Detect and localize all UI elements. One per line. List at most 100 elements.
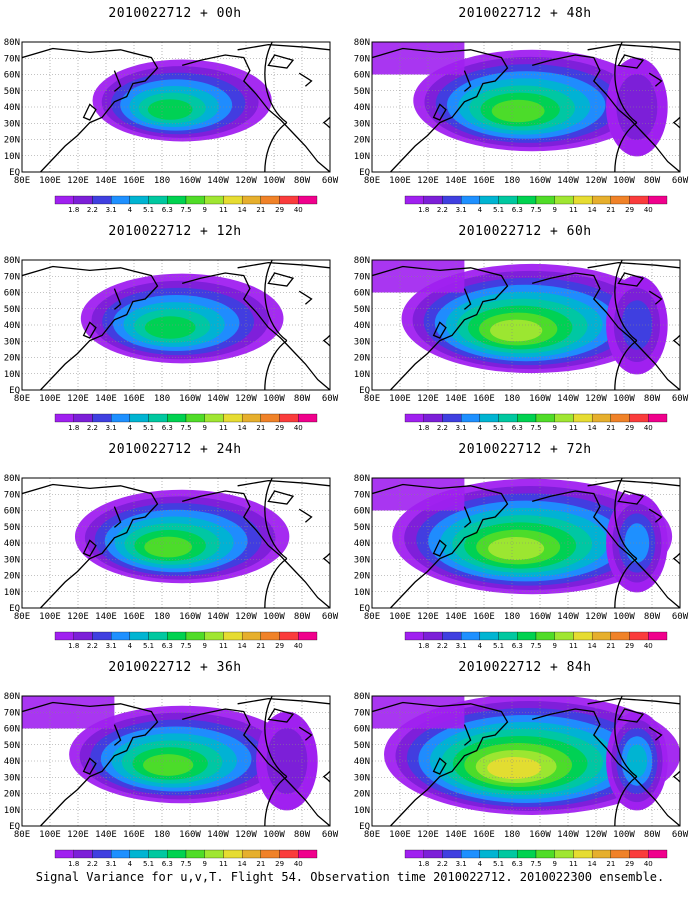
colorbar-label: 7.5 [530, 860, 541, 868]
coastlines [372, 696, 680, 826]
colorbar-label: 21 [606, 206, 615, 214]
colorbar-swatch [148, 849, 168, 859]
colorbar-swatch [73, 195, 93, 205]
colorbar-label: 4 [128, 424, 133, 432]
colorbar-swatch [54, 849, 74, 859]
colorbar-swatch [460, 195, 481, 205]
lon-label: 60W [672, 394, 689, 404]
colorbar-label: 6.3 [162, 860, 173, 868]
colorbar-swatch [610, 413, 630, 423]
lon-label: 160E [123, 176, 145, 186]
lon-label: 100W [613, 176, 635, 186]
colorbar-swatch [223, 631, 243, 641]
panel-title: 2010022712 + 48h [458, 6, 592, 21]
colorbar-label: 5.1 [143, 424, 154, 432]
map-panel-84h: 80N 70N 60N 50N 40N 30N 20N 10N EQ 80E 100E 120E 140… [350, 654, 700, 872]
lon-label: 140W [557, 612, 579, 622]
lon-label: 80W [644, 830, 661, 840]
variance-field [372, 260, 668, 375]
colorbar-label: 21 [606, 642, 615, 650]
colorbar-label: 6.3 [162, 642, 173, 650]
lon-label: 60W [322, 830, 339, 840]
colorbar-swatch [423, 849, 443, 859]
lon-label: 140W [557, 394, 579, 404]
colorbar-label: 40 [644, 206, 653, 214]
colorbar-swatch [517, 631, 537, 641]
colorbar-label: 40 [294, 860, 303, 868]
lat-label: EQ [9, 822, 20, 832]
lat-label: 30N [354, 119, 370, 129]
colorbar-swatch [573, 631, 593, 641]
colorbar-swatch [404, 631, 424, 641]
colorbar-label: 3.1 [106, 424, 117, 432]
colorbar-swatch [648, 195, 668, 205]
colorbar-label: 2.2 [87, 424, 98, 432]
panel-title: 2010022712 + 60h [458, 224, 592, 239]
colorbar-label: 1.8 [68, 860, 79, 868]
lat-label: EQ [9, 386, 20, 396]
colorbar-label: 11 [569, 424, 578, 432]
lon-label: 80E [364, 612, 380, 622]
lat-label: EQ [359, 168, 370, 178]
colorbar-label: 6.3 [162, 206, 173, 214]
lat-label: 10N [354, 370, 370, 380]
panel-title: 2010022712 + 84h [458, 660, 592, 675]
lon-label: 140W [207, 612, 229, 622]
colorbar-label: 6.3 [512, 206, 523, 214]
lat-label: EQ [359, 386, 370, 396]
lat-label: 30N [354, 337, 370, 347]
lon-label: 120W [585, 394, 607, 404]
colorbar-swatch [110, 849, 131, 859]
colorbar-swatch [535, 849, 555, 859]
lat-label: 40N [4, 103, 20, 113]
lon-label: 140E [445, 830, 467, 840]
colorbar-swatch [54, 631, 74, 641]
colorbar-label: 3.1 [106, 860, 117, 868]
lon-label: 80W [644, 176, 661, 186]
figure-caption: Signal Variance for u,v,T. Flight 54. Ob… [35, 870, 665, 884]
colorbar-swatch [591, 413, 612, 423]
lon-label: 160E [473, 176, 495, 186]
colorbar-swatch [610, 849, 630, 859]
coastlines [372, 260, 680, 390]
colorbar-swatch [423, 631, 443, 641]
variance-field [92, 59, 272, 142]
lat-label: 30N [4, 119, 20, 129]
colorbar-swatch [404, 849, 424, 859]
lon-label: 100W [613, 612, 635, 622]
lat-label: 30N [354, 773, 370, 783]
colorbar-swatch [629, 195, 649, 205]
colorbar-swatch [92, 195, 112, 205]
lat-label: 70N [354, 708, 370, 718]
lon-label: 180 [504, 830, 520, 840]
lon-label: 120E [417, 394, 439, 404]
colorbar-label: 4 [128, 642, 133, 650]
colorbar-swatch [260, 195, 280, 205]
colorbar-swatch [110, 195, 131, 205]
lon-label: 80E [14, 830, 30, 840]
lon-label: 100W [263, 176, 285, 186]
lon-label: 100E [389, 830, 411, 840]
lat-label: 50N [354, 87, 370, 97]
lon-label: 100E [39, 176, 61, 186]
lon-label: 180 [504, 176, 520, 186]
lon-label: 100W [263, 830, 285, 840]
colorbar-swatch [223, 413, 243, 423]
colorbar-swatch [404, 195, 424, 205]
lat-label: 20N [354, 136, 370, 146]
lat-label: 50N [354, 523, 370, 533]
colorbar-swatch [479, 413, 499, 423]
lon-label: 160E [473, 830, 495, 840]
colorbar-label: 11 [569, 206, 578, 214]
colorbar-swatch [298, 849, 318, 859]
lat-label: 20N [354, 790, 370, 800]
lon-label: 180 [154, 612, 170, 622]
lat-label: 10N [4, 152, 20, 162]
panel-title: 2010022712 + 72h [458, 442, 592, 457]
colorbar-label: 7.5 [180, 424, 191, 432]
colorbar-label: 5.1 [493, 424, 504, 432]
